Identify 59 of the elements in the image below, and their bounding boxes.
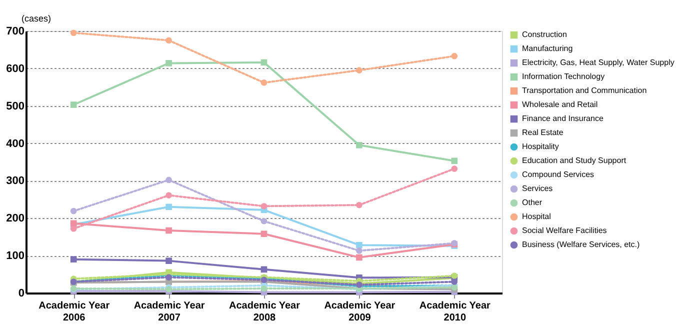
point — [166, 37, 172, 44]
point — [166, 204, 172, 210]
point — [356, 202, 362, 208]
point — [356, 248, 362, 254]
y-tick-label: 500 — [6, 100, 24, 112]
legend-label: Other — [522, 198, 542, 207]
legend-label: Hospital — [522, 212, 552, 221]
y-tick-label: 100 — [6, 250, 24, 262]
legend-label: Social Welfare Facilities — [522, 226, 607, 235]
point — [451, 158, 458, 164]
legend-label: Information Technology — [522, 72, 605, 81]
legend-label: Real Estate — [522, 128, 564, 137]
x-tick-label: Academic Year 2009 — [324, 300, 396, 324]
point — [70, 225, 77, 232]
point — [70, 102, 77, 108]
point — [356, 142, 362, 148]
legend-label: Compound Services — [522, 170, 594, 179]
legend-label: Hospitality — [522, 142, 559, 151]
legend-label: Manufacturing — [522, 44, 573, 53]
legend-label: Transportation and Communication — [522, 86, 647, 95]
y-tick-label: 600 — [6, 62, 24, 75]
legend-label: Finance and Insurance — [522, 114, 604, 123]
legend-label: Construction — [522, 30, 567, 39]
point — [260, 285, 268, 292]
y-axis-title: (cases) — [22, 14, 52, 24]
y-tick-label: 700 — [6, 26, 24, 38]
x-tick-label: Academic Year 2007 — [134, 300, 205, 324]
point — [356, 254, 362, 261]
point — [260, 230, 268, 238]
point — [260, 79, 268, 86]
point — [166, 227, 172, 234]
point — [260, 59, 268, 66]
point — [260, 266, 268, 273]
point — [356, 67, 362, 74]
point — [70, 30, 77, 36]
legend-label: Services — [522, 184, 553, 193]
point — [70, 208, 77, 214]
y-tick-label: 400 — [6, 138, 24, 150]
x-tick-label: Academic Year 2008 — [229, 300, 300, 324]
point — [166, 60, 172, 66]
legend-label: Electricity, Gas, Heat Supply, Water Supply — [522, 58, 674, 67]
point — [70, 256, 77, 262]
point — [166, 258, 172, 264]
legend-label: Education and Study Support — [522, 156, 627, 165]
y-tick-label: 300 — [6, 175, 24, 188]
point — [166, 176, 172, 184]
point — [451, 278, 458, 285]
point — [451, 52, 458, 60]
y-tick-label: 0 — [18, 288, 24, 300]
legend-label: Wholesale and Retail — [522, 100, 598, 109]
legend-label: Business (Welfare Services, etc.) — [522, 240, 640, 249]
point — [166, 192, 172, 198]
point — [356, 242, 362, 248]
point — [260, 218, 268, 224]
x-tick-label: Academic Year 2006 — [38, 300, 110, 324]
point — [260, 203, 268, 210]
point — [451, 166, 458, 172]
y-tick-label: 200 — [6, 212, 24, 225]
x-tick-label: Academic Year 2010 — [419, 300, 490, 324]
